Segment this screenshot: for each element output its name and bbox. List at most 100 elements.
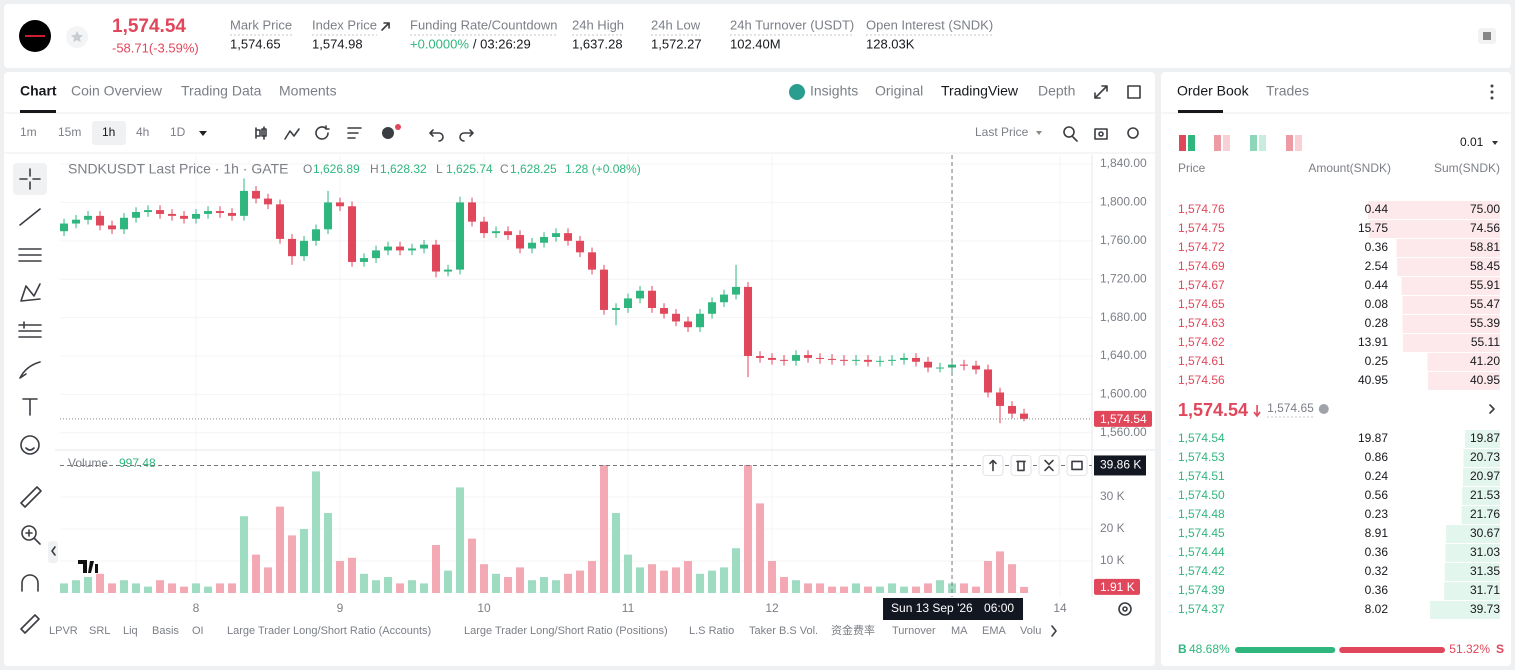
candle-body — [972, 365, 981, 370]
template-icon[interactable] — [347, 127, 362, 139]
view-tab[interactable]: TradingView — [941, 83, 1019, 99]
interval-button[interactable]: 1m — [20, 125, 37, 139]
volume-bar — [204, 586, 213, 593]
drawing-tool[interactable] — [18, 321, 42, 338]
order-price[interactable]: 1,574.44 — [1178, 545, 1225, 559]
chart-tab[interactable]: Trading Data — [181, 83, 262, 99]
order-price[interactable]: 1,574.62 — [1178, 335, 1225, 349]
dropdown-arrow[interactable] — [199, 131, 207, 136]
order-price[interactable]: 1,574.69 — [1178, 259, 1225, 273]
order-price[interactable]: 1,574.61 — [1178, 354, 1225, 368]
external-link-icon[interactable] — [381, 22, 390, 31]
snapshot-icon[interactable] — [1094, 128, 1108, 140]
volume-bar — [576, 570, 585, 593]
depth-mode[interactable] — [1179, 135, 1186, 151]
add-alert[interactable] — [382, 127, 394, 139]
pane-action[interactable] — [1038, 454, 1060, 476]
replay-icon[interactable] — [315, 125, 330, 140]
depth-mode[interactable] — [1214, 135, 1221, 151]
indicator-button[interactable]: Large Trader Long/Short Ratio (Positions… — [464, 625, 668, 637]
chart-tab[interactable]: Coin Overview — [71, 83, 163, 99]
depth-bar — [1397, 258, 1500, 276]
view-tab[interactable]: Insights — [810, 83, 858, 99]
order-price[interactable]: 1,574.54 — [1178, 431, 1225, 445]
drawing-tool[interactable] — [19, 168, 41, 190]
candle-body — [708, 302, 717, 314]
search-icon[interactable] — [1063, 126, 1078, 142]
order-amount: 19.87 — [1358, 431, 1388, 445]
dropdown-arrow[interactable] — [1492, 141, 1498, 145]
order-book-tab[interactable]: Trades — [1266, 83, 1309, 99]
order-price[interactable]: 1,574.63 — [1178, 316, 1225, 330]
order-price[interactable]: 1,574.39 — [1178, 583, 1225, 597]
undo-icon[interactable] — [429, 129, 444, 142]
drawing-tool[interactable] — [19, 208, 41, 226]
indicator-button[interactable]: OI — [192, 625, 204, 637]
chart-tab[interactable]: Moments — [279, 83, 337, 99]
indicator-button[interactable]: SRL — [89, 625, 110, 637]
order-price[interactable]: 1,574.50 — [1178, 488, 1225, 502]
order-price[interactable]: 1,574.37 — [1178, 602, 1225, 616]
indicator-button[interactable]: Turnover — [892, 625, 936, 637]
indicator-button[interactable]: Volu — [1020, 625, 1041, 637]
precision-select[interactable]: 0.01 — [1460, 135, 1484, 149]
depth-mode[interactable] — [1250, 135, 1257, 151]
drawing-tool[interactable] — [20, 614, 40, 634]
crosshair-time: 06:00 — [984, 601, 1014, 615]
indicator-button[interactable]: 资金费率 — [831, 623, 875, 637]
order-price[interactable]: 1,574.76 — [1178, 202, 1225, 216]
order-price[interactable]: 1,574.45 — [1178, 526, 1225, 540]
indicator-button[interactable]: MA — [951, 625, 968, 637]
pane-action[interactable] — [1010, 454, 1032, 476]
order-price[interactable]: 1,574.53 — [1178, 450, 1225, 464]
pane-action[interactable] — [1066, 454, 1088, 476]
volume-bar — [744, 465, 753, 593]
order-price[interactable]: 1,574.48 — [1178, 507, 1225, 521]
depth-mode — [1223, 135, 1230, 151]
candle-type[interactable] — [255, 126, 267, 140]
order-price[interactable]: 1,574.67 — [1178, 278, 1225, 292]
indicator-button[interactable]: Liq — [123, 625, 138, 637]
settings-icon[interactable] — [1127, 127, 1139, 139]
drawing-tool[interactable] — [19, 361, 41, 379]
indicator-icon[interactable] — [284, 128, 300, 140]
interval-button[interactable]: 1D — [170, 125, 186, 139]
x-tick-label: 10 — [477, 601, 491, 615]
interval-button[interactable]: 15m — [58, 125, 81, 139]
fullscreen-icon[interactable] — [1094, 85, 1108, 99]
dropdown-arrow[interactable] — [1036, 131, 1042, 135]
indicator-more[interactable] — [1051, 625, 1057, 637]
drawing-tool[interactable] — [18, 248, 42, 262]
order-price[interactable]: 1,574.72 — [1178, 240, 1225, 254]
redo-icon[interactable] — [459, 129, 474, 142]
drawing-tool[interactable] — [20, 486, 42, 508]
order-price[interactable]: 1,574.75 — [1178, 221, 1225, 235]
order-price[interactable]: 1,574.65 — [1178, 297, 1225, 311]
chart-settings[interactable] — [1118, 602, 1132, 616]
indicator-button[interactable]: LPVR — [49, 625, 78, 637]
view-tab[interactable]: Original — [875, 83, 923, 99]
interval-button[interactable]: 1h — [102, 125, 115, 139]
drawing-tool[interactable] — [20, 283, 41, 302]
depth-mode[interactable] — [1286, 135, 1293, 151]
indicator-button[interactable]: L.S Ratio — [689, 625, 734, 637]
view-tab[interactable]: Depth — [1038, 83, 1075, 99]
drawing-tool[interactable] — [21, 525, 41, 545]
chart-tab[interactable]: Chart — [20, 83, 57, 99]
indicator-button[interactable]: EMA — [982, 625, 1007, 637]
indicator-button[interactable]: Taker B.S Vol. — [749, 625, 818, 637]
order-book-tab[interactable]: Order Book — [1177, 83, 1250, 99]
indicator-button[interactable]: Basis — [152, 625, 179, 637]
window-icon[interactable] — [1127, 85, 1141, 99]
more-dot[interactable] — [1490, 84, 1494, 88]
mid-chevron[interactable] — [1489, 404, 1495, 414]
order-price[interactable]: 1,574.42 — [1178, 564, 1225, 578]
order-price[interactable]: 1,574.56 — [1178, 373, 1225, 387]
drawing-tool[interactable] — [22, 398, 38, 416]
drawing-tool[interactable] — [21, 574, 39, 592]
order-price[interactable]: 1,574.51 — [1178, 469, 1225, 483]
drawing-tool[interactable] — [20, 435, 40, 455]
indicator-button[interactable]: Large Trader Long/Short Ratio (Accounts) — [227, 625, 431, 637]
interval-button[interactable]: 4h — [136, 125, 149, 139]
price-source[interactable]: Last Price — [975, 125, 1029, 139]
